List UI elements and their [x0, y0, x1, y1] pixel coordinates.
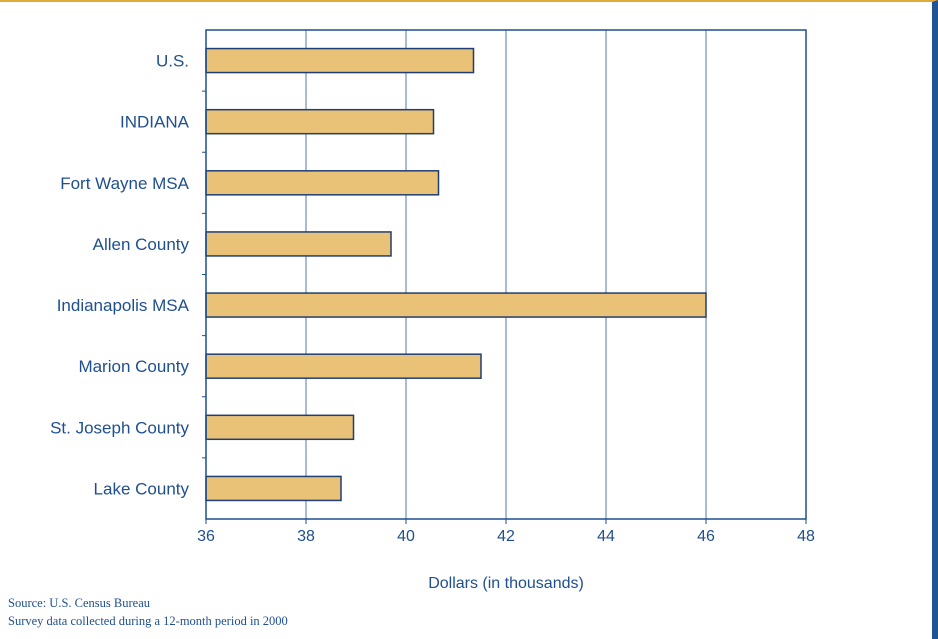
category-labels: U.S. INDIANA Fort Wayne MSA Allen County Ind…: [50, 52, 190, 499]
source-note: Source: U.S. Census Bureau: [8, 596, 150, 610]
footnotes: Source: U.S. Census Bureau Survey data c…: [8, 594, 288, 630]
x-tick-labels: 36 38 40 42 44 46 48: [197, 528, 815, 545]
category-label: Allen County: [93, 235, 190, 254]
x-tick-label: 44: [597, 528, 615, 545]
x-axis-title: Dollars (in thousands): [428, 575, 584, 592]
bar: [205, 47, 475, 74]
x-tick-label: 42: [497, 528, 515, 545]
bar: [205, 231, 392, 257]
survey-note: Survey data collected during a 12-month …: [8, 614, 288, 628]
x-tick-label: 36: [197, 528, 215, 545]
bars: [205, 47, 707, 502]
bar: [205, 292, 707, 318]
category-label: Lake County: [94, 479, 190, 498]
bar: [205, 108, 435, 135]
bar: [205, 414, 355, 441]
x-tick-label: 48: [797, 528, 815, 545]
x-tick-label: 40: [397, 528, 415, 545]
category-label: Marion County: [78, 357, 189, 376]
plot-area-border: [205, 29, 807, 520]
category-label: Indianapolis MSA: [57, 296, 190, 315]
bar: [205, 353, 482, 379]
x-tick-label: 46: [697, 528, 715, 545]
x-tick-label: 38: [297, 528, 315, 545]
bar: [205, 170, 440, 196]
bar: [205, 475, 342, 502]
category-label: U.S.: [156, 52, 189, 71]
gridlines: [202, 30, 807, 524]
category-label: INDIANA: [120, 113, 190, 132]
category-label: St. Joseph County: [50, 418, 189, 437]
category-label: Fort Wayne MSA: [60, 174, 189, 193]
